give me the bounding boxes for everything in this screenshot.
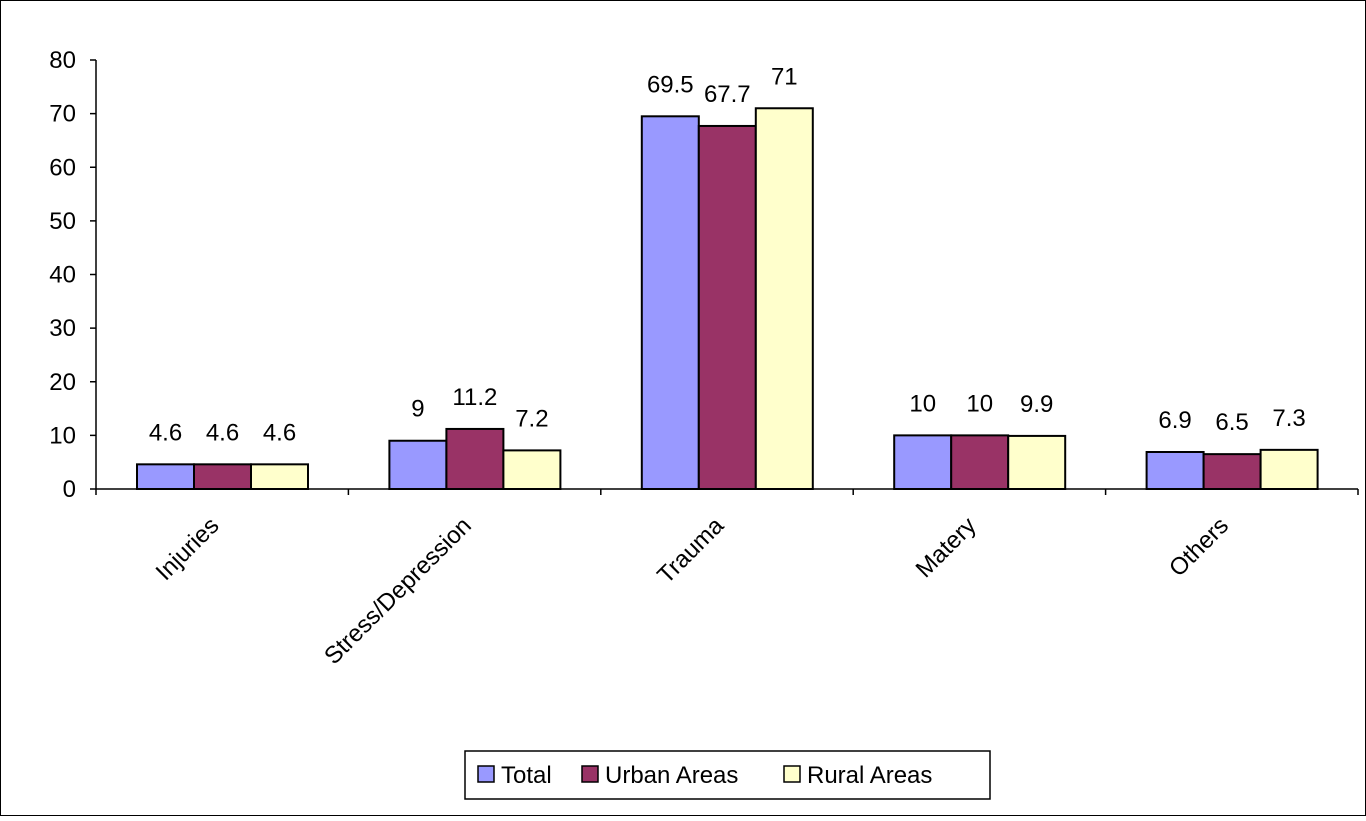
legend-label-urban-areas: Urban Areas [605,762,738,789]
data-label-injuries-total: 4.6 [149,419,182,446]
data-label-stress-depression-rural-areas: 7.2 [515,405,548,432]
bar-injuries-rural-areas [250,463,309,490]
y-tick-label: 80 [49,47,76,74]
bar-others-rural-areas [1259,448,1319,491]
legend-swatch-total [477,765,495,783]
bar-trauma-urban-areas [697,124,757,491]
y-tick-label: 20 [49,369,76,396]
data-label-trauma-rural-areas: 71 [771,63,798,90]
bar-injuries-total [136,463,195,490]
legend-box [464,750,991,800]
data-label-matery-total: 10 [909,390,936,417]
data-label-matery-urban-areas: 10 [966,390,993,417]
data-label-trauma-urban-areas: 67.7 [704,81,751,108]
data-labels-layer: 4.6 4.6 4.6 9 11.2 7.2 69.5 67.7 71 10 10 9.9 6.9 6.5… [149,63,1306,446]
legend: Total Urban Areas Rural Areas [464,750,991,800]
legend-label-rural-areas: Rural Areas [807,762,932,789]
bar-others-total [1145,450,1205,490]
y-tick-label: 70 [49,101,76,128]
y-tick-label: 30 [49,315,76,342]
y-tick-label: 40 [49,262,76,289]
data-label-trauma-total: 69.5 [647,71,694,98]
y-tick-label: 0 [63,476,76,503]
y-tick-label: 60 [49,154,76,181]
data-label-matery-rural-areas: 9.9 [1020,391,1053,418]
bar-matery-total [893,434,953,490]
bar-stress-depression-urban-areas [445,427,505,491]
bar-matery-urban-areas [950,434,1010,490]
bar-matery-rural-areas [1007,434,1067,491]
data-label-injuries-rural-areas: 4.6 [263,419,296,446]
legend-swatch-rural-areas [783,765,801,783]
bar-injuries-urban-areas [193,463,252,490]
data-label-stress-depression-total: 9 [411,396,424,423]
legend-swatch-urban-areas [581,765,599,783]
legend-label-total: Total [501,762,552,789]
data-label-injuries-urban-areas: 4.6 [206,419,239,446]
data-label-others-urban-areas: 6.5 [1215,409,1248,436]
y-tick-label: 50 [49,208,76,235]
bar-trauma-rural-areas [754,107,814,490]
bar-stress-depression-total [388,439,448,490]
bar-stress-depression-rural-areas [502,449,562,491]
data-label-others-total: 6.9 [1158,407,1191,434]
y-tick-label: 10 [49,422,76,449]
bar-others-urban-areas [1202,453,1262,490]
bar-trauma-total [640,115,700,491]
data-label-others-rural-areas: 7.3 [1272,405,1305,432]
data-label-stress-depression-urban-areas: 11.2 [452,384,497,411]
